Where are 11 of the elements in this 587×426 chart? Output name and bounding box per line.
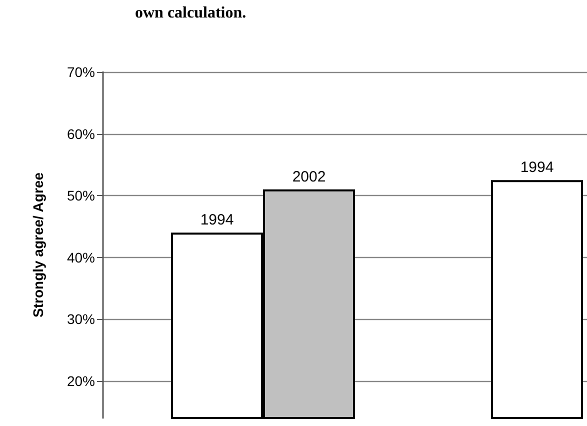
chart-title: own calculation. [135, 4, 246, 22]
y-tick-label: 50% [66, 188, 95, 204]
text: 1994 [520, 159, 554, 176]
series-label: 2002 [292, 168, 326, 186]
y-tick-label: 60% [66, 126, 95, 142]
series-label: 1994 [200, 212, 234, 229]
y-tick-label: 70% [66, 64, 95, 80]
y-tick-label: 20% [66, 372, 95, 389]
y-tick-label: 40% [66, 249, 95, 266]
y-tick-label: 30% [66, 311, 95, 328]
y-axis-title: Strongly agree/ Agree [30, 172, 46, 318]
